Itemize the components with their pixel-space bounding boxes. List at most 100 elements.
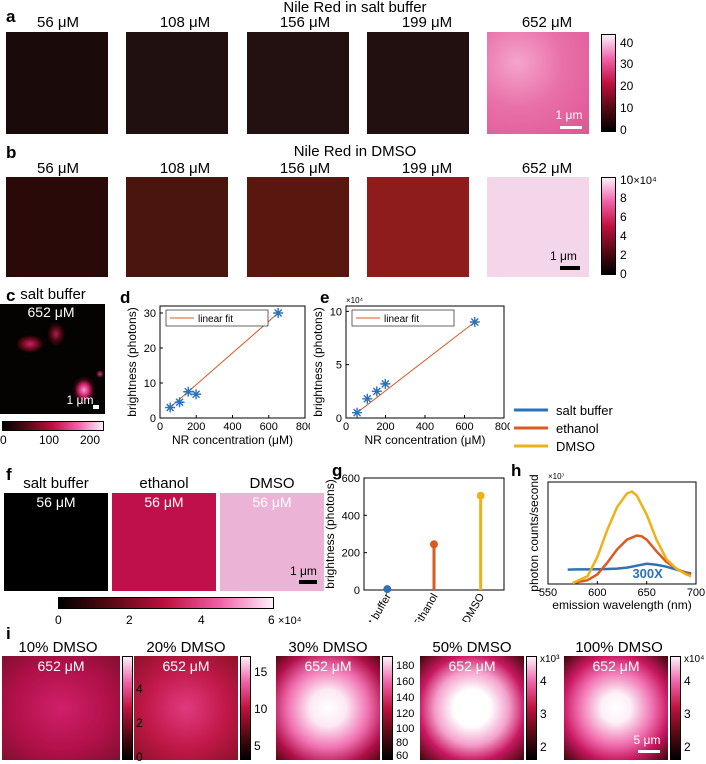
panel-i-image-50: [420, 656, 524, 760]
y-tick-label: 20: [144, 343, 156, 355]
panel-c-colorbar: [2, 421, 104, 431]
y-axis-label: brightness (photons): [311, 307, 325, 416]
panel-label-d: d: [120, 288, 131, 307]
axis-exponent: ×10⁷: [548, 472, 565, 481]
panel-b-cbar-tick: 0: [620, 267, 627, 281]
legend-label: salt buffer: [556, 403, 614, 418]
panel-i-image-10: [2, 656, 120, 760]
bar-head: [430, 540, 438, 549]
panel-i-cbar2-tick: 15: [254, 665, 268, 679]
panel-a-conc-1: 56 μM: [37, 14, 79, 31]
panel-b-scalebar: [560, 266, 580, 270]
x-tick-label: Ethanol: [412, 592, 441, 623]
panel-f-cbar-exp: ×10⁴: [278, 615, 302, 627]
legend-label: DMSO: [556, 439, 595, 454]
panel-a-conc-3: 156 μM: [279, 14, 331, 31]
data-point: [371, 386, 382, 397]
panel-a-cbar-tick: 10: [620, 101, 634, 115]
panel-b-conc-3: 156 μM: [279, 160, 331, 177]
panel-i-conc-1: 652 μM: [37, 658, 85, 674]
panel-f-cbar-tick: 6 ×10⁴: [268, 613, 302, 627]
data-point: [183, 386, 194, 397]
panel-i-cbar2-tick: 10: [254, 702, 268, 716]
y-tick-label: 30: [144, 308, 156, 320]
panel-a-image-108: [126, 32, 228, 134]
panel-label-b: b: [6, 143, 17, 162]
panel-i-cbar4-tick: 2: [540, 740, 547, 754]
x-tick-label: 200: [376, 421, 394, 433]
panel-a-image-156: [247, 32, 349, 134]
panel-i-title-3: 30% DMSO: [288, 639, 368, 656]
panel-i-conc-5: 652 μM: [592, 658, 640, 674]
panel-a-image-199: [367, 32, 469, 134]
panel-label-e: e: [320, 288, 330, 307]
panel-i-cbar4-tick: 3: [540, 707, 547, 721]
panel-f-image-ethanol: [112, 493, 216, 591]
panel-a-image-652: [487, 32, 589, 134]
data-point: [362, 393, 373, 404]
panel-b-image-156: [247, 177, 349, 277]
y-tick-label: 5: [336, 360, 342, 372]
panel-i-colorbar-5: [670, 656, 681, 760]
panel-i-colorbar-2: [240, 656, 251, 760]
panel-a-cbar-tick: 40: [620, 36, 634, 50]
chart-g: 0 200 400 600 brightness (photons) salt buffe…: [323, 473, 505, 623]
panel-a-image-56: [6, 32, 108, 134]
panel-f-colorbar: [58, 597, 274, 609]
x-tick-label: salt buffer: [359, 591, 394, 622]
panel-c-title: salt buffer: [20, 286, 86, 303]
bar-head: [383, 585, 392, 594]
panel-i-cbar3-tick: 60: [396, 750, 409, 762]
x-tick-label: 0: [157, 421, 163, 433]
panel-c-cbar-tick: 200: [80, 433, 101, 447]
data-point: [174, 397, 185, 408]
x-axis-label: NR concentration (μM): [365, 433, 486, 447]
chart-d: 0 200 400 600 800 0 10 20 30 NR concentration (μM…: [125, 305, 310, 447]
panel-i-cbar1-tick: 2: [136, 716, 143, 730]
panel-b-cbar-tick: 2: [620, 248, 627, 262]
panel-label-f: f: [6, 465, 12, 484]
y-axis-label: brightness (photons): [323, 479, 337, 588]
panel-i-cbar5-tick: 2: [684, 740, 691, 754]
series-line: [572, 490, 692, 585]
x-tick-label: 800: [495, 421, 510, 433]
data-point: [469, 317, 480, 327]
x-tick-label: DMSO: [460, 591, 487, 622]
panel-b-image-652: [487, 177, 589, 277]
panel-b-conc-2: 108 μM: [159, 160, 211, 177]
panel-c-cbar-tick: 100: [39, 433, 60, 447]
panel-i-title-1: 10% DMSO: [18, 639, 98, 656]
panel-i-scalebar: [638, 750, 660, 753]
panel-i-colorbar-1: [122, 656, 133, 760]
x-tick-label: 550: [539, 587, 557, 599]
panel-f-cbar-tick: 4: [198, 613, 205, 627]
panel-b-conc-5: 652 μM: [521, 160, 573, 177]
panel-i-conc-3: 652 μM: [304, 658, 352, 674]
plot-frame: [547, 481, 697, 585]
panel-b-cbar-tick: 6: [620, 210, 627, 224]
data-point: [352, 407, 363, 418]
panel-c-image: [0, 304, 105, 414]
panel-i-cbar5-exp: x10⁴: [684, 654, 705, 665]
panel-i-cbar2-tick: 5: [254, 739, 261, 753]
y-tick-label: 0: [336, 413, 342, 425]
series-line: [567, 562, 692, 575]
panel-b-cbar-exp: ×10⁴: [633, 175, 657, 187]
panel-i-conc-2: 652 μM: [162, 658, 210, 674]
panel-a-title: Nile Red in salt buffer: [283, 0, 427, 16]
chart-h: 550 600 650 700 ×10⁷ emission wavelength (nm)…: [514, 403, 705, 612]
panel-i-cbar3-tick: 180: [396, 660, 415, 672]
panel-a-conc-5: 652 μM: [521, 14, 573, 31]
panel-i-image-100: [564, 656, 668, 760]
annotation: 300X: [632, 566, 663, 581]
data-point: [380, 378, 391, 389]
panel-i-image-20: [134, 656, 238, 760]
panel-f-cbar-tick: 2: [126, 613, 133, 627]
panel-i-title-2: 20% DMSO: [146, 639, 226, 656]
legend-box: [165, 309, 269, 327]
panel-i-cbar1-tick: 4: [136, 682, 143, 696]
x-tick-label: 600: [260, 421, 278, 433]
bar-head: [476, 491, 485, 500]
panel-b-cbar-tick: 4: [620, 229, 627, 243]
panel-i-cbar3-tick: 140: [396, 692, 415, 704]
